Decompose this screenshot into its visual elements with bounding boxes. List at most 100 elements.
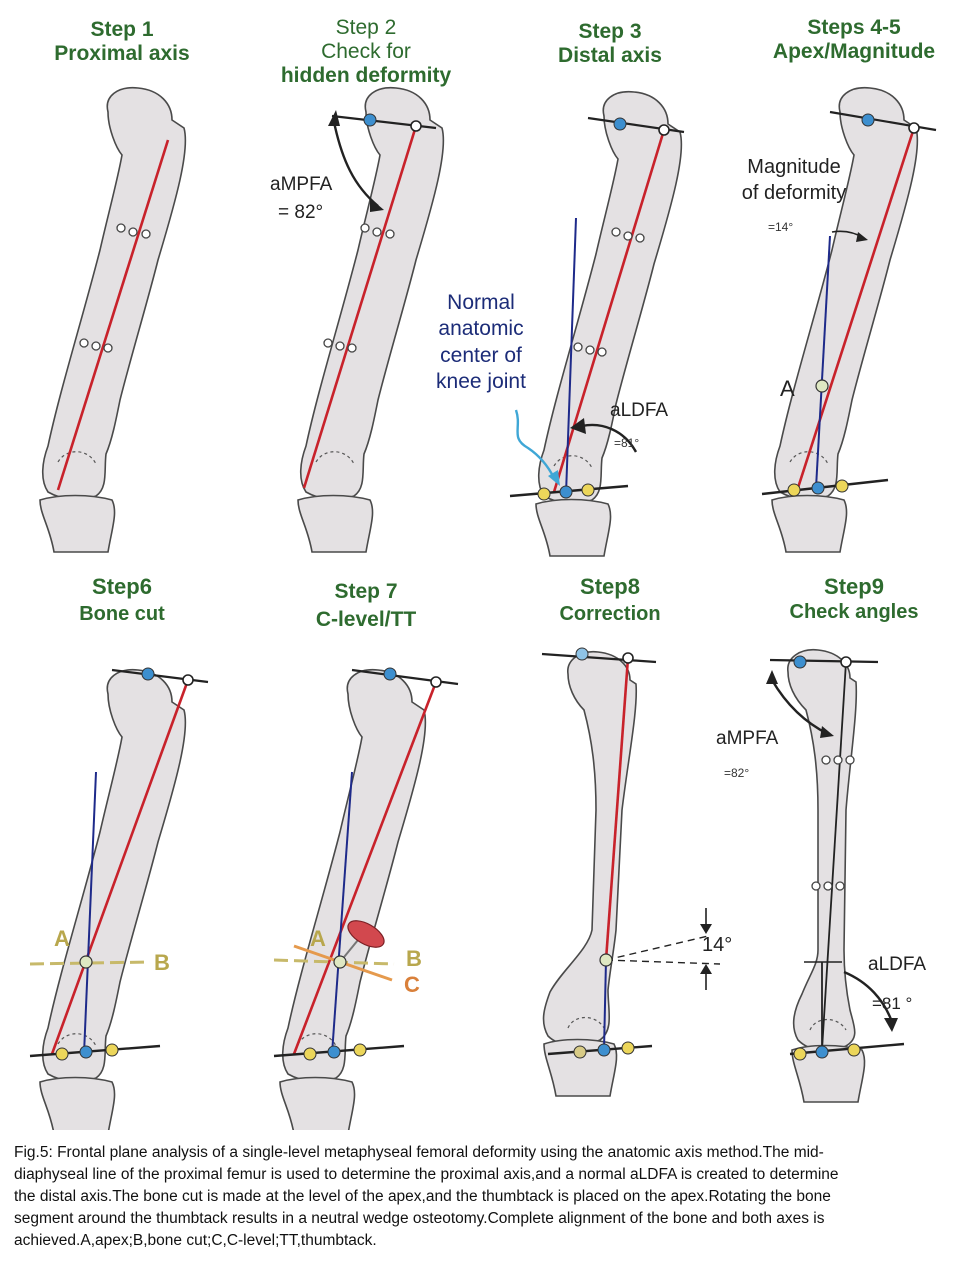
condyle-point — [303, 1047, 317, 1061]
caption-line: achieved.A,apex;B,bone cut;C,C-level;TT,… — [14, 1232, 377, 1249]
panel-step-1: Step 1 Proximal axis — [0, 0, 244, 560]
greater-trochanter-point — [182, 674, 194, 686]
apex-point — [815, 379, 829, 393]
ampfa-label: aMPFA — [270, 174, 333, 195]
hip-center-point — [363, 113, 377, 127]
step-8-title-line2: Correction — [559, 603, 661, 626]
condyle-point — [573, 1045, 587, 1059]
note-line: Normal — [447, 291, 515, 314]
bone-cut-label: B — [406, 946, 422, 971]
note-line: anatomic — [438, 317, 524, 341]
condyle-point — [581, 483, 595, 497]
panel-step-7: Step 7 C-level/TT A B C — [244, 570, 488, 1130]
step-2-title: Step 2 Check for hidden deformity — [244, 16, 488, 88]
distal-axis-line — [565, 217, 577, 495]
distal-axis-line — [331, 771, 353, 1055]
step-7-femur-drawing — [273, 667, 459, 1130]
condyle-point — [847, 1043, 861, 1057]
condyle-point — [55, 1047, 69, 1061]
aldfa-value: =81° — [614, 436, 640, 450]
hip-center-point — [575, 647, 589, 661]
knee-center-point — [597, 1043, 611, 1057]
proximal-axis-line — [552, 129, 666, 493]
ampfa-value: = 82° — [278, 202, 324, 223]
condyle-point — [105, 1043, 119, 1057]
condyle-point — [537, 487, 551, 501]
arrow-head-icon — [548, 470, 560, 486]
step-7-title-line1: Step 7 — [334, 580, 398, 603]
arrow-head-icon — [700, 924, 712, 934]
step-2-title-line1: Step 2 — [335, 16, 397, 39]
magnitude-label-line: Magnitude — [747, 156, 841, 178]
panel-step-6: Step6 Bone cut A B — [0, 570, 244, 1130]
greater-trochanter-point — [908, 122, 920, 134]
aldfa-label: aLDFA — [868, 954, 927, 975]
step-3-femur-drawing — [509, 90, 685, 557]
step-9-title-line1: Step9 — [824, 574, 884, 599]
c-level-label: C — [404, 972, 420, 997]
step-3-title: Step 3 Distal axis — [488, 20, 732, 68]
step-6-title-line2: Bone cut — [79, 603, 165, 626]
caption-line: diaphyseal line of the proximal femur is… — [14, 1166, 839, 1183]
step-7-title-line2: C-level/TT — [315, 608, 417, 632]
femoral-neck-line — [541, 652, 657, 664]
aldfa-label: aLDFA — [610, 400, 669, 421]
apex-point — [79, 955, 93, 969]
step-4-5-title-line2: Apex/Magnitude — [772, 40, 936, 64]
greater-trochanter-point — [410, 120, 422, 132]
proximal-axis-line — [56, 139, 170, 491]
condyle-point — [621, 1041, 635, 1055]
proximal-axis-line — [50, 679, 190, 1055]
arrow-head-icon — [766, 670, 778, 684]
arrow-head-icon — [700, 964, 712, 974]
hip-center-point — [793, 655, 807, 669]
mid-diaphyseal-points — [323, 223, 395, 353]
step-3-title-line1: Step 3 — [578, 20, 642, 43]
knee-joint-line — [29, 1044, 161, 1058]
panel-step-2: Step 2 Check for hidden deformity aMPFA … — [244, 0, 488, 560]
step-1-title-line2: Proximal axis — [54, 42, 190, 66]
knee-center-point — [327, 1045, 341, 1059]
femoral-neck-line — [769, 658, 879, 664]
step-4-5-title: Steps 4-5 Apex/Magnitude — [732, 16, 976, 64]
correction-line-upper — [605, 935, 709, 961]
proximal-axis-line — [302, 125, 418, 489]
arrow-head-icon — [570, 418, 586, 434]
distal-axis-line — [603, 959, 607, 1051]
magnitude-value: =14° — [768, 220, 794, 234]
knee-center-point — [815, 1045, 829, 1059]
apex-point — [599, 953, 613, 967]
panel-step-3: Step 3 Distal axis Normal anatomic cente… — [436, 0, 732, 560]
knee-joint-line — [761, 478, 889, 496]
step-6-femur-drawing — [29, 667, 209, 1130]
step-9-title-line2: Check angles — [789, 601, 919, 624]
note-line: center of — [440, 343, 522, 367]
step-6-title-line1: Step6 — [92, 574, 152, 599]
arrow-head-icon — [884, 1018, 898, 1032]
knee-center-point — [79, 1045, 93, 1059]
step-1-femur-drawing — [39, 86, 187, 553]
panel-step-9: Step9 Check angles aMPFA =82° aLDFA =81 … — [716, 570, 976, 1130]
step-9-title: Step9 Check angles — [732, 574, 976, 624]
step-8-femur-drawing — [541, 647, 721, 1097]
condyle-point — [793, 1047, 807, 1061]
caption-line: Fig.5: Frontal plane analysis of a singl… — [14, 1144, 824, 1161]
ampfa-label: aMPFA — [716, 728, 779, 749]
distal-axis-line — [83, 771, 97, 1055]
correction-line-lower — [605, 959, 721, 965]
condyle-point — [787, 483, 801, 497]
note-line: knee joint — [436, 369, 526, 393]
step-2-title-line2: Check for — [321, 40, 411, 64]
bone-cut-label: B — [154, 950, 170, 975]
apex-point — [333, 955, 347, 969]
arrow-head-icon — [820, 726, 834, 738]
apex-label: A — [54, 926, 70, 951]
step-6-title: Step6 Bone cut — [0, 574, 244, 626]
panel-step-8: Step8 Correction 14° — [488, 570, 732, 1130]
step-8-title-line1: Step8 — [580, 574, 640, 599]
proximal-axis-line — [794, 127, 916, 495]
step-8-title: Step8 Correction — [488, 574, 732, 626]
mid-diaphyseal-points — [573, 227, 645, 357]
mid-diaphyseal-points — [79, 223, 151, 353]
distal-axis-line — [815, 235, 831, 489]
